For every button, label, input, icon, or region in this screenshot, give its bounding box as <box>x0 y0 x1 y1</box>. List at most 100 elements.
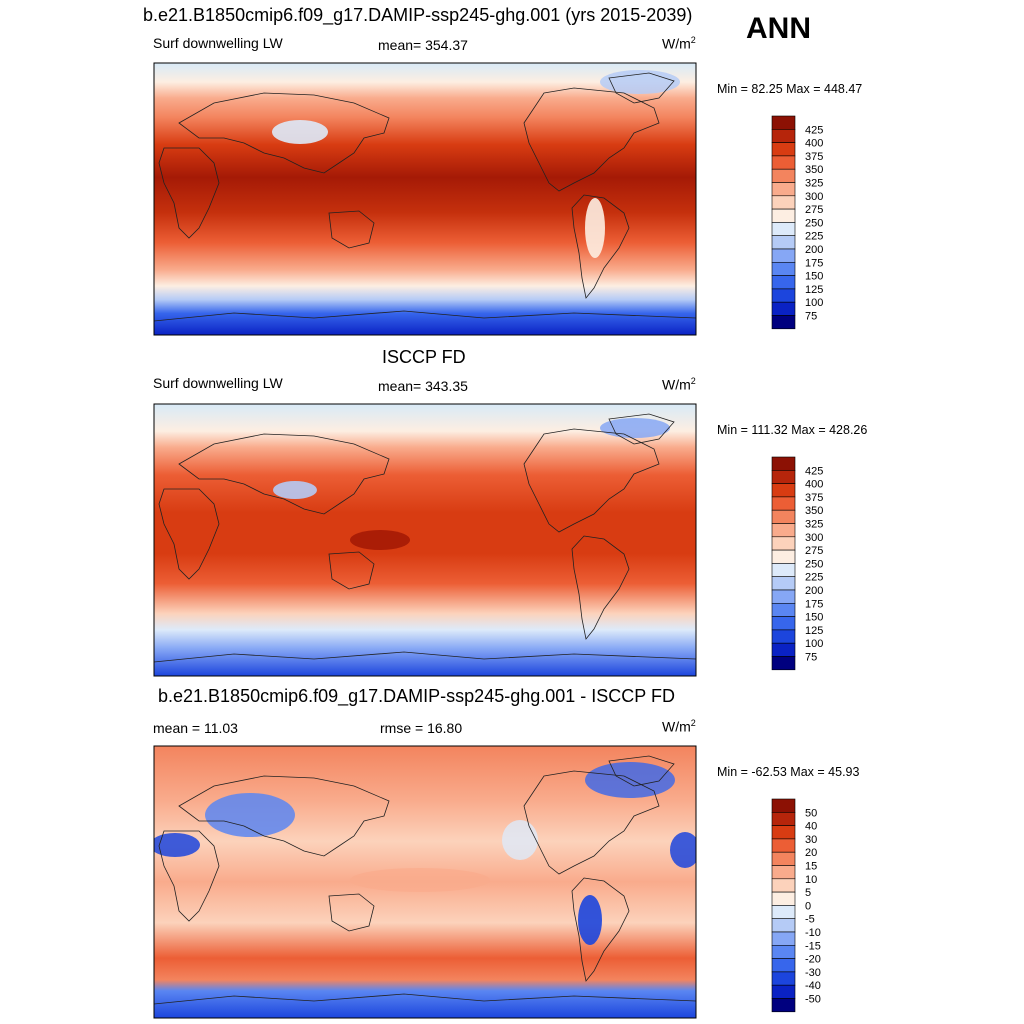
colorbar-3-box <box>771 891 796 906</box>
colorbar-1-box <box>771 129 796 143</box>
colorbar-3-label: 30 <box>805 834 817 846</box>
colorbar-1-box <box>771 208 796 223</box>
panel1-variable-label: Surf downwelling LW <box>153 35 283 51</box>
season-label: ANN <box>746 12 811 45</box>
colorbar-3-box <box>771 984 796 999</box>
colorbar-3-label: -40 <box>805 980 821 992</box>
colorbar-1-box <box>771 248 796 263</box>
colorbar-2-label: 400 <box>805 479 823 491</box>
panel1-mean-label: mean= 354.37 <box>378 37 468 53</box>
colorbar-3-label: -10 <box>805 927 821 939</box>
panel2-minmax: Min = 111.32 Max = 428.26 <box>717 423 868 437</box>
colorbar-1-label: 350 <box>805 164 823 176</box>
panel3-map <box>153 745 697 1019</box>
colorbar-2-box <box>771 549 796 564</box>
colorbar-3-box <box>771 878 796 893</box>
colorbar-2-box <box>771 483 796 498</box>
colorbar-2-box <box>771 523 796 538</box>
colorbar-1-label: 225 <box>805 231 823 243</box>
panel1-title: b.e21.B1850cmip6.f09_g17.DAMIP-ssp245-gh… <box>143 5 693 25</box>
colorbar-1-label: 325 <box>805 178 823 190</box>
colorbar-1-box <box>771 115 796 130</box>
colorbar-1-label: 425 <box>805 124 823 136</box>
colorbar-1-label: 75 <box>805 311 817 323</box>
colorbar-3-label: 15 <box>805 861 817 873</box>
colorbar-1-box <box>771 288 796 303</box>
colorbar-2-label: 75 <box>805 652 817 664</box>
colorbar-2-label: 375 <box>805 492 823 504</box>
colorbar-3-box <box>771 971 796 986</box>
colorbar-2-box <box>771 629 796 644</box>
colorbar-2-label: 175 <box>805 598 823 610</box>
colorbar-3-box <box>771 798 796 813</box>
colorbar-3-box <box>771 825 796 840</box>
colorbar-2-box <box>771 616 796 631</box>
colorbar-3-box <box>771 931 796 946</box>
panel3-minmax: Min = -62.53 Max = 45.93 <box>717 765 860 779</box>
panel1-minmax: Min = 82.25 Max = 448.47 <box>717 82 863 96</box>
panel2-variable-label: Surf downwelling LW <box>153 375 283 391</box>
colorbar-3-box <box>771 811 796 826</box>
colorbar-3-label: 50 <box>805 807 817 819</box>
colorbar-3-box <box>771 958 796 973</box>
colorbar-2-label: 200 <box>805 585 823 597</box>
colorbar-1-label: 275 <box>805 204 823 216</box>
colorbar-1-label: 300 <box>805 191 823 203</box>
colorbar-3-box <box>771 905 796 920</box>
panel1-map <box>153 62 697 336</box>
colorbar-2-label: 325 <box>805 519 823 531</box>
panel1-units: W/m2 <box>662 35 696 52</box>
colorbar-1-box <box>771 195 796 210</box>
colorbar-1-box <box>771 168 796 183</box>
panel3-title: b.e21.B1850cmip6.f09_g17.DAMIP-ssp245-gh… <box>158 686 675 706</box>
colorbar-2-box <box>771 602 796 617</box>
colorbar-3-box <box>771 998 796 1013</box>
colorbar-3-label: -15 <box>805 940 821 952</box>
panel2-title: ISCCP FD <box>382 347 466 367</box>
colorbar-3-box <box>771 944 796 959</box>
colorbar-2-box <box>771 456 796 471</box>
colorbar-1-box <box>771 261 796 276</box>
panel2-mean-label: mean= 343.35 <box>378 378 468 394</box>
colorbar-1-box <box>771 155 796 170</box>
colorbar-1-label: 150 <box>805 271 823 283</box>
colorbar-1-label: 100 <box>805 297 823 309</box>
colorbar-2-label: 100 <box>805 638 823 650</box>
colorbar-1-label: 125 <box>805 284 823 296</box>
colorbar-3-label: 40 <box>805 821 817 833</box>
colorbar-2-label: 250 <box>805 558 823 570</box>
colorbar-2-box <box>771 642 796 657</box>
colorbar-1-label: 250 <box>805 217 823 229</box>
colorbar-1-label: 200 <box>805 244 823 256</box>
colorbar-1-box <box>771 142 796 157</box>
colorbar-2-box <box>771 536 796 551</box>
colorbar-3-box <box>771 865 796 880</box>
panel3-mean-label: mean = 11.03 <box>153 720 238 736</box>
colorbar-2-label: 225 <box>805 572 823 584</box>
colorbar-3-label: 5 <box>805 887 811 899</box>
colorbar-1-box <box>771 315 796 330</box>
colorbar-2-label: 275 <box>805 545 823 557</box>
colorbar-1-box <box>771 235 796 250</box>
colorbar-2-box <box>771 576 796 591</box>
colorbar-3-label: 10 <box>805 874 817 886</box>
colorbar-2-box <box>771 589 796 604</box>
colorbar-3-box <box>771 838 796 853</box>
panel2-map <box>153 403 697 677</box>
colorbar-3-box <box>771 851 796 866</box>
colorbar-3-label: 0 <box>805 900 811 912</box>
colorbar-1-box <box>771 301 796 316</box>
colorbar-2-label: 125 <box>805 625 823 637</box>
colorbar-2-box <box>771 656 796 671</box>
colorbar-1-label: 175 <box>805 257 823 269</box>
colorbar-2-box <box>771 496 796 511</box>
colorbar-1-box <box>771 275 796 290</box>
colorbar-3-label: -5 <box>805 914 815 926</box>
colorbar-3-label: 20 <box>805 847 817 859</box>
colorbar-1-box <box>771 222 796 236</box>
colorbar-2-label: 300 <box>805 532 823 544</box>
colorbar-2-box <box>771 469 796 484</box>
colorbar-2-label: 150 <box>805 612 823 624</box>
colorbar-1-label: 400 <box>805 138 823 150</box>
